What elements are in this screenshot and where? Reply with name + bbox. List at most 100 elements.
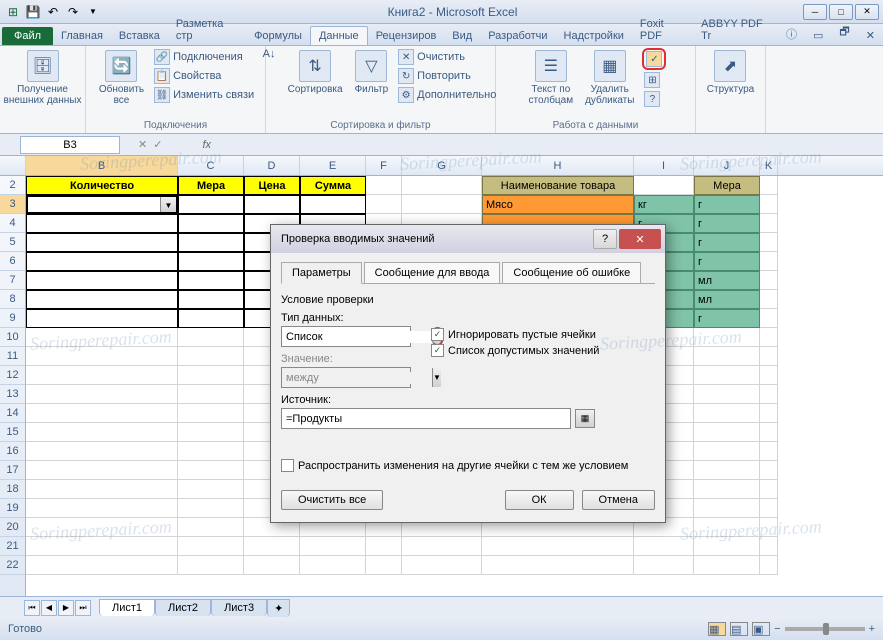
cell-K11[interactable] bbox=[760, 347, 778, 366]
cell-B14[interactable] bbox=[26, 404, 178, 423]
cell-K7[interactable] bbox=[760, 271, 778, 290]
clear-filter-button[interactable]: ✕Очистить bbox=[396, 48, 498, 66]
cell-B2[interactable]: Количество bbox=[26, 176, 178, 195]
excel-icon[interactable]: ⊞ bbox=[4, 3, 22, 21]
cell-K22[interactable] bbox=[760, 556, 778, 575]
cell-C18[interactable] bbox=[178, 480, 244, 499]
col-header-[interactable] bbox=[0, 156, 26, 175]
cell-E3[interactable] bbox=[300, 195, 366, 214]
col-header-H[interactable]: H bbox=[482, 156, 634, 175]
col-header-B[interactable]: B bbox=[26, 156, 178, 175]
cell-D21[interactable] bbox=[244, 537, 300, 556]
sheet-tab-1[interactable]: Лист1 bbox=[99, 599, 155, 616]
tab-file[interactable]: Файл bbox=[2, 27, 53, 45]
new-sheet-button[interactable]: ✦ bbox=[267, 599, 290, 617]
cell-C4[interactable] bbox=[178, 214, 244, 233]
tab-data[interactable]: Данные bbox=[310, 26, 368, 45]
row-header-2[interactable]: 2 bbox=[0, 176, 25, 195]
ribbon-close-icon[interactable]: ✕ bbox=[858, 26, 883, 45]
cell-B6[interactable] bbox=[26, 252, 178, 271]
cell-I22[interactable] bbox=[634, 556, 694, 575]
cell-C15[interactable] bbox=[178, 423, 244, 442]
refresh-all-button[interactable]: 🔄Обновить все bbox=[95, 48, 148, 108]
cell-K17[interactable] bbox=[760, 461, 778, 480]
row-header-7[interactable]: 7 bbox=[0, 271, 25, 290]
cell-C12[interactable] bbox=[178, 366, 244, 385]
edit-links-button[interactable]: ⛓Изменить связи bbox=[152, 86, 256, 104]
cell-E22[interactable] bbox=[300, 556, 366, 575]
save-icon[interactable]: 💾 bbox=[24, 3, 42, 21]
cell-C9[interactable] bbox=[178, 309, 244, 328]
cell-K5[interactable] bbox=[760, 233, 778, 252]
apply-changes-row[interactable]: Распространить изменения на другие ячейк… bbox=[281, 459, 655, 472]
col-header-J[interactable]: J bbox=[694, 156, 760, 175]
clear-all-button[interactable]: Очистить все bbox=[281, 490, 383, 510]
cell-K20[interactable] bbox=[760, 518, 778, 537]
fx-cancel-icon[interactable]: ✕ bbox=[138, 138, 147, 151]
dialog-help-button[interactable]: ? bbox=[593, 229, 617, 249]
cell-B9[interactable] bbox=[26, 309, 178, 328]
cell-K18[interactable] bbox=[760, 480, 778, 499]
col-header-G[interactable]: G bbox=[402, 156, 482, 175]
cell-G21[interactable] bbox=[402, 537, 482, 556]
row-header-5[interactable]: 5 bbox=[0, 233, 25, 252]
col-header-I[interactable]: I bbox=[634, 156, 694, 175]
row-header-9[interactable]: 9 bbox=[0, 309, 25, 328]
cell-D3[interactable] bbox=[244, 195, 300, 214]
cell-H3[interactable]: Мясо bbox=[482, 195, 634, 214]
cell-C6[interactable] bbox=[178, 252, 244, 271]
cell-J13[interactable] bbox=[694, 385, 760, 404]
sheet-next-icon[interactable]: ▶ bbox=[58, 600, 74, 616]
cell-B5[interactable] bbox=[26, 233, 178, 252]
tab-insert[interactable]: Вставка bbox=[111, 27, 168, 45]
whatif-button[interactable]: ? bbox=[642, 90, 666, 108]
cell-B4[interactable] bbox=[26, 214, 178, 233]
cell-J4[interactable]: г bbox=[694, 214, 760, 233]
external-data-button[interactable]: 🗄Получение внешних данных bbox=[0, 48, 85, 108]
tab-review[interactable]: Рецензиров bbox=[368, 27, 445, 45]
data-validation-button[interactable]: ✓ bbox=[642, 48, 666, 70]
cell-K21[interactable] bbox=[760, 537, 778, 556]
row-header-6[interactable]: 6 bbox=[0, 252, 25, 271]
cell-C10[interactable] bbox=[178, 328, 244, 347]
col-header-K[interactable]: K bbox=[760, 156, 778, 175]
row-header-17[interactable]: 17 bbox=[0, 461, 25, 480]
cell-G22[interactable] bbox=[402, 556, 482, 575]
ribbon-restore-icon[interactable]: 🗗 bbox=[831, 20, 857, 45]
cell-C21[interactable] bbox=[178, 537, 244, 556]
cell-B15[interactable] bbox=[26, 423, 178, 442]
sheet-tab-3[interactable]: Лист3 bbox=[211, 599, 267, 616]
dialog-tab-params[interactable]: Параметры bbox=[281, 262, 362, 284]
cell-J22[interactable] bbox=[694, 556, 760, 575]
sort-az-icon[interactable]: A↓ bbox=[263, 48, 283, 80]
cell-B18[interactable] bbox=[26, 480, 178, 499]
reapply-button[interactable]: ↻Повторить bbox=[396, 67, 498, 85]
cell-J5[interactable]: г bbox=[694, 233, 760, 252]
cell-C2[interactable]: Мера bbox=[178, 176, 244, 195]
zoom-in-icon[interactable]: + bbox=[869, 623, 875, 635]
tab-developer[interactable]: Разработчи bbox=[480, 27, 555, 45]
tab-addins[interactable]: Надстройки bbox=[556, 27, 632, 45]
row-header-4[interactable]: 4 bbox=[0, 214, 25, 233]
ignore-blank-row[interactable]: ✓Игнорировать пустые ячейки bbox=[431, 328, 599, 341]
cell-B19[interactable] bbox=[26, 499, 178, 518]
cell-B21[interactable] bbox=[26, 537, 178, 556]
row-header-20[interactable]: 20 bbox=[0, 518, 25, 537]
fx-enter-icon[interactable]: ✓ bbox=[153, 138, 162, 151]
apply-changes-checkbox[interactable] bbox=[281, 459, 294, 472]
sheet-first-icon[interactable]: ⏮ bbox=[24, 600, 40, 616]
cell-B20[interactable] bbox=[26, 518, 178, 537]
cell-B17[interactable] bbox=[26, 461, 178, 480]
row-header-21[interactable]: 21 bbox=[0, 537, 25, 556]
cell-C16[interactable] bbox=[178, 442, 244, 461]
cell-B7[interactable] bbox=[26, 271, 178, 290]
qat-dropdown-icon[interactable]: ▼ bbox=[84, 3, 102, 21]
row-header-12[interactable]: 12 bbox=[0, 366, 25, 385]
cell-G3[interactable] bbox=[402, 195, 482, 214]
cell-I21[interactable] bbox=[634, 537, 694, 556]
sheet-last-icon[interactable]: ⏭ bbox=[75, 600, 91, 616]
dialog-tab-error[interactable]: Сообщение об ошибке bbox=[502, 262, 641, 284]
tab-foxit[interactable]: Foxit PDF bbox=[632, 15, 693, 45]
outline-button[interactable]: ⬈Структура bbox=[703, 48, 758, 97]
cell-J17[interactable] bbox=[694, 461, 760, 480]
